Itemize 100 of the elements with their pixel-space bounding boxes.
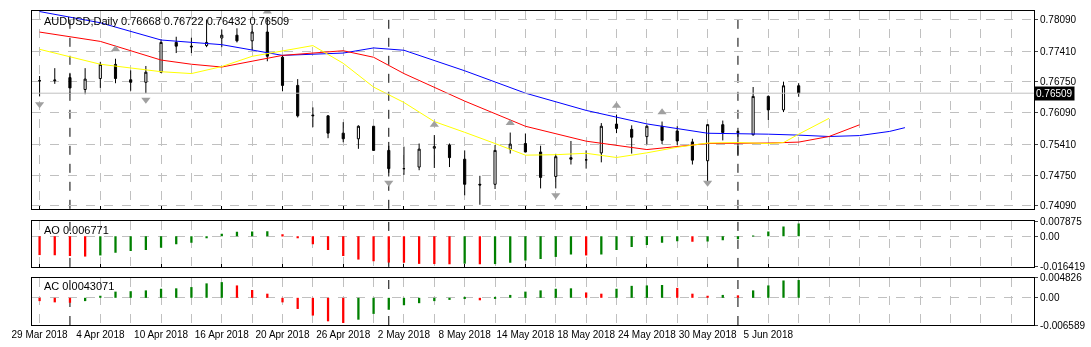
x-tick-label: 29 Mar 2018 (11, 329, 69, 340)
candlestick (584, 149, 588, 170)
bar (159, 236, 163, 248)
bar (615, 236, 618, 251)
y-tick-label: 0.76090 (1040, 107, 1077, 119)
bar (114, 236, 117, 253)
candlestick (280, 55, 285, 92)
bar (281, 297, 284, 303)
candlestick (508, 132, 512, 155)
ref-line-label: 0.76509 (1036, 88, 1073, 99)
x-tick-label: 30 May 2018 (678, 329, 737, 340)
bar (569, 236, 573, 255)
bar (448, 236, 451, 265)
candlestick (675, 125, 679, 146)
candlestick (311, 106, 315, 128)
candlestick (614, 114, 619, 134)
candlestick (159, 38, 163, 74)
bar (266, 231, 269, 237)
candlestick (341, 121, 345, 143)
bar (585, 292, 588, 298)
bar (569, 288, 573, 298)
bar (645, 285, 648, 298)
candlestick (447, 143, 452, 168)
candlestick (539, 145, 543, 189)
bar (539, 290, 542, 298)
bar (782, 280, 785, 298)
candlestick (751, 86, 755, 137)
bar (782, 226, 785, 237)
bar (190, 236, 193, 243)
bar (797, 223, 800, 237)
candlestick (129, 69, 133, 92)
bar (660, 285, 664, 298)
bar (129, 291, 132, 298)
candlestick (797, 82, 801, 98)
y-tick-label: 0.78090 (1040, 13, 1077, 25)
candlestick (326, 114, 330, 139)
bar (539, 236, 542, 259)
candlestick (781, 81, 786, 113)
candlestick (645, 124, 649, 145)
bar (144, 236, 147, 251)
point (551, 193, 561, 200)
candlestick (478, 175, 482, 206)
bar (251, 231, 254, 237)
candlestick (554, 153, 558, 189)
bar (357, 236, 360, 260)
candlestick (98, 61, 102, 89)
x-tick-label: 26 Apr 2018 (316, 329, 371, 340)
line-series (39, 31, 860, 151)
candlestick (523, 132, 527, 153)
bar (372, 236, 375, 262)
bar (175, 288, 178, 298)
x-tick-label: 8 May 2018 (438, 329, 492, 340)
bar (402, 236, 406, 263)
candlestick (630, 124, 634, 155)
candlestick (493, 144, 497, 190)
bar (448, 297, 451, 300)
candlestick (402, 146, 406, 176)
x-tick-label: 24 May 2018 (617, 329, 677, 340)
bar (645, 236, 648, 245)
candlestick (144, 65, 148, 94)
candlestick (189, 37, 193, 54)
bar (767, 231, 770, 237)
x-tick-label: 10 Apr 2018 (134, 329, 189, 340)
candlestick (417, 143, 421, 171)
y-tick-label: 0.00 (1040, 230, 1060, 242)
bar (752, 290, 755, 298)
x-tick-label: 2 May 2018 (377, 329, 431, 340)
candlestick (113, 58, 118, 84)
x-tick-label: 5 Jun 2018 (743, 329, 794, 340)
point (505, 118, 515, 125)
candlestick (38, 75, 42, 97)
candlestick (721, 120, 725, 141)
candlestick (83, 67, 87, 95)
bar (691, 236, 694, 242)
candlestick (660, 121, 664, 145)
bar (38, 297, 41, 302)
bar (68, 297, 72, 303)
bar (706, 236, 709, 242)
bar (524, 291, 527, 298)
y-tick-label: 0.74750 (1040, 169, 1077, 181)
candlestick (174, 36, 178, 54)
bar (311, 297, 314, 316)
bar (235, 285, 239, 298)
bar (114, 291, 117, 298)
bar (144, 290, 147, 298)
point (429, 120, 439, 127)
y-tick-label: 0.76750 (1040, 76, 1077, 88)
candlestick (599, 122, 603, 163)
candlestick (53, 67, 57, 85)
y-tick-label: -0.006589 (1040, 319, 1086, 331)
candlestick (235, 27, 239, 43)
candlestick (250, 24, 254, 51)
bar (205, 236, 208, 239)
candlestick (220, 29, 224, 48)
candlestick (296, 78, 300, 118)
y-tick-label: -0.016419 (1040, 261, 1086, 273)
y-tick-label: 0.007875 (1040, 215, 1083, 227)
bar (357, 297, 360, 320)
x-tick-label: 20 Apr 2018 (255, 329, 310, 340)
bar (524, 236, 527, 261)
